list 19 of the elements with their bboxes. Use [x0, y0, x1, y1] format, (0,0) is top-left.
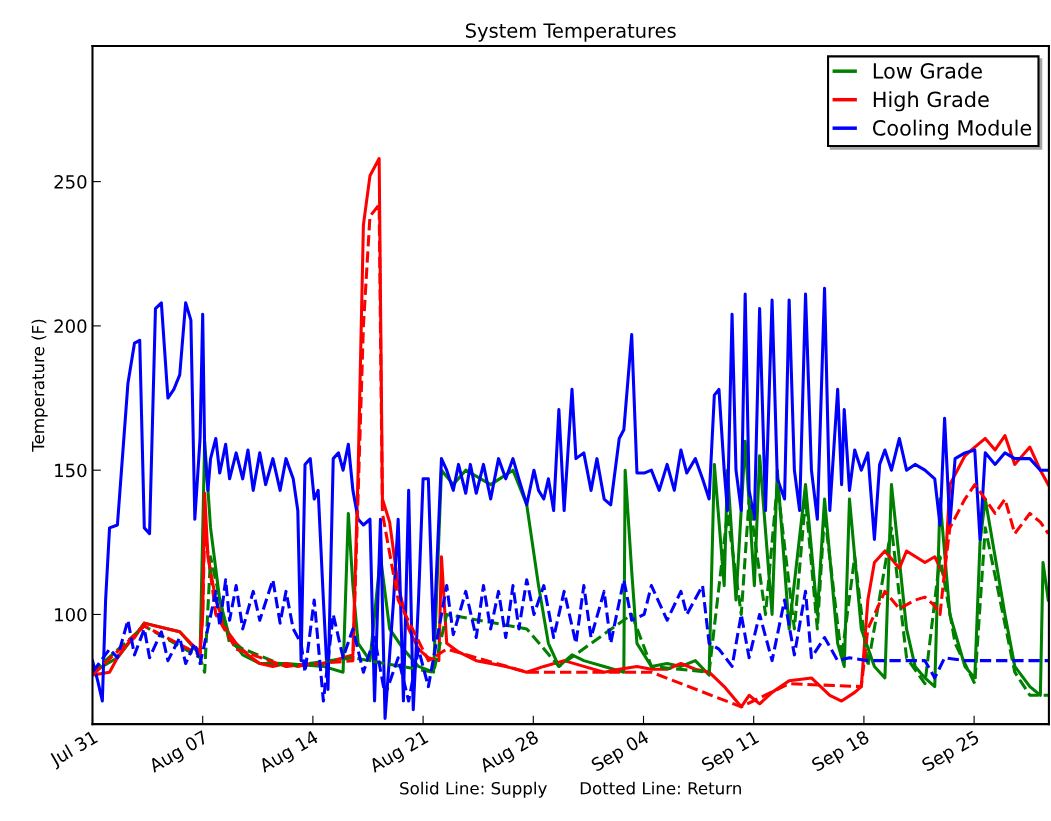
y-tick-label: 150 — [55, 463, 87, 478]
x-tick-label: Sep 18 — [810, 729, 872, 775]
legend-label: High Grade — [873, 91, 989, 112]
y-tick-label: 100 — [55, 607, 87, 622]
x-tick-label: Sep 25 — [920, 730, 982, 775]
chart-title: System Temperatures — [465, 23, 676, 42]
x-tick-label: Aug 21 — [367, 730, 431, 777]
legend-label: Cooling Module — [872, 119, 1032, 140]
x-tick-label: Aug 28 — [478, 729, 541, 777]
y-axis-title: Temperature (F) — [31, 319, 48, 452]
x-tick-label: Aug 07 — [147, 730, 211, 777]
y-tick-label: 200 — [54, 319, 87, 334]
x-tick-label: Jul 31 — [47, 729, 100, 770]
legend-label: Low Grade — [873, 62, 982, 79]
x-tick-label: Sep 11 — [700, 730, 761, 775]
x-tick-label: Aug 14 — [257, 729, 321, 777]
y-tick-label: 250 — [54, 175, 87, 189]
x-axis-title: Solid Line: Supply Dotted Line: Return — [400, 781, 741, 798]
x-tick-label: Sep 04 — [590, 729, 652, 775]
